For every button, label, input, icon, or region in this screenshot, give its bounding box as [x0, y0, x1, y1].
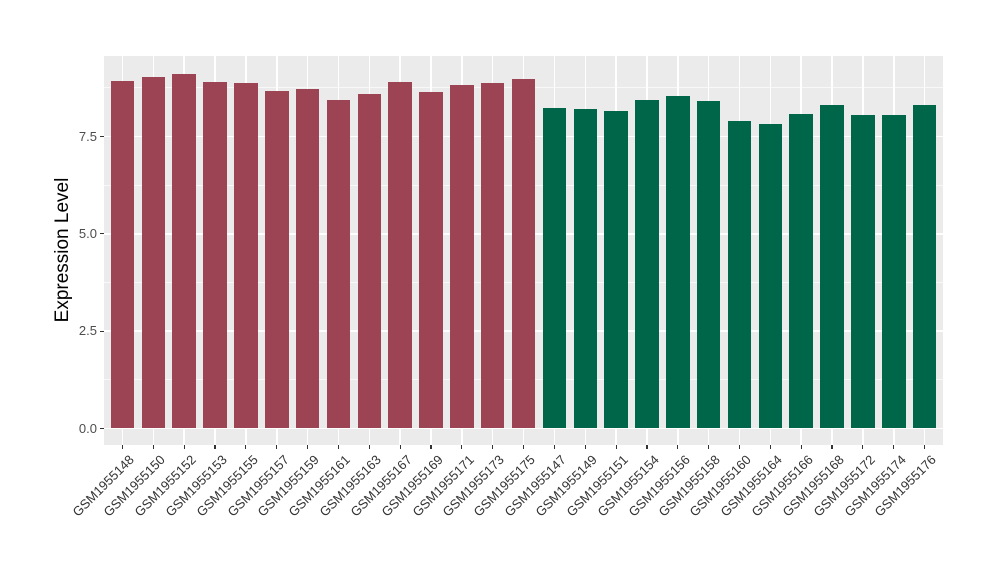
- x-tick-mark: [677, 445, 679, 449]
- bar-GSM1955154: [635, 100, 659, 429]
- bar-GSM1955151: [604, 111, 628, 429]
- x-tick-mark: [492, 445, 494, 449]
- x-tick-mark: [553, 445, 555, 449]
- x-tick-mark: [769, 445, 771, 449]
- x-tick-mark: [615, 445, 617, 449]
- y-tick-label: 0.0: [78, 420, 97, 436]
- y-tick-label: 7.5: [78, 128, 97, 144]
- bar-GSM1955157: [265, 90, 289, 429]
- bar-GSM1955161: [326, 100, 351, 429]
- x-tick-mark: [831, 445, 833, 449]
- x-tick-mark: [800, 445, 802, 449]
- x-tick-mark: [430, 445, 432, 449]
- x-tick-mark: [399, 445, 401, 449]
- bar-GSM1955168: [820, 105, 844, 429]
- x-tick-mark: [708, 445, 710, 449]
- bar-GSM1955164: [758, 124, 783, 429]
- y-tick-mark: [100, 330, 104, 332]
- x-tick-mark: [121, 445, 124, 449]
- bar-GSM1955159: [295, 89, 320, 429]
- bar-GSM1955160: [727, 121, 752, 429]
- bar-GSM1955171: [450, 84, 474, 429]
- y-tick-label: 2.5: [78, 323, 97, 339]
- x-tick-mark: [738, 445, 741, 449]
- x-tick-mark: [214, 445, 216, 449]
- bar-GSM1955152: [172, 73, 196, 429]
- x-tick-mark: [307, 445, 309, 449]
- bar-GSM1955153: [203, 81, 227, 429]
- bar-GSM1955169: [419, 91, 443, 429]
- x-tick-mark: [183, 445, 185, 449]
- x-tick-mark: [893, 445, 895, 449]
- bar-GSM1955173: [480, 82, 505, 429]
- x-tick-mark: [522, 445, 525, 449]
- x-tick-mark: [245, 445, 247, 449]
- bar-GSM1955148: [110, 80, 135, 429]
- y-tick-label: 5.0: [78, 225, 97, 241]
- bar-GSM1955174: [882, 114, 906, 429]
- x-tick-mark: [646, 445, 648, 449]
- bar-GSM1955167: [388, 81, 412, 429]
- y-tick-mark: [100, 233, 104, 235]
- x-tick-mark: [584, 445, 586, 449]
- x-tick-mark: [368, 445, 370, 449]
- x-tick-mark: [152, 445, 154, 449]
- x-tick-mark: [276, 445, 278, 449]
- y-axis-title: Expression Level: [52, 177, 73, 323]
- y-tick-mark: [100, 136, 104, 138]
- bar-GSM1955149: [573, 108, 597, 429]
- x-tick-mark: [461, 445, 463, 449]
- x-tick-mark: [924, 445, 926, 449]
- bar-GSM1955156: [666, 96, 690, 429]
- bar-GSM1955175: [511, 78, 536, 429]
- plot-panel: [104, 56, 943, 445]
- x-tick-mark: [337, 445, 340, 449]
- bar-GSM1955176: [912, 105, 937, 429]
- bar-GSM1955158: [696, 101, 721, 429]
- bar-GSM1955163: [357, 94, 382, 429]
- bar-GSM1955166: [789, 114, 813, 429]
- x-tick-mark: [862, 445, 864, 449]
- bar-GSM1955150: [141, 76, 166, 429]
- bar-GSM1955147: [542, 107, 567, 429]
- bar-GSM1955155: [234, 83, 258, 429]
- y-tick-mark: [100, 427, 104, 430]
- bar-GSM1955172: [851, 114, 875, 429]
